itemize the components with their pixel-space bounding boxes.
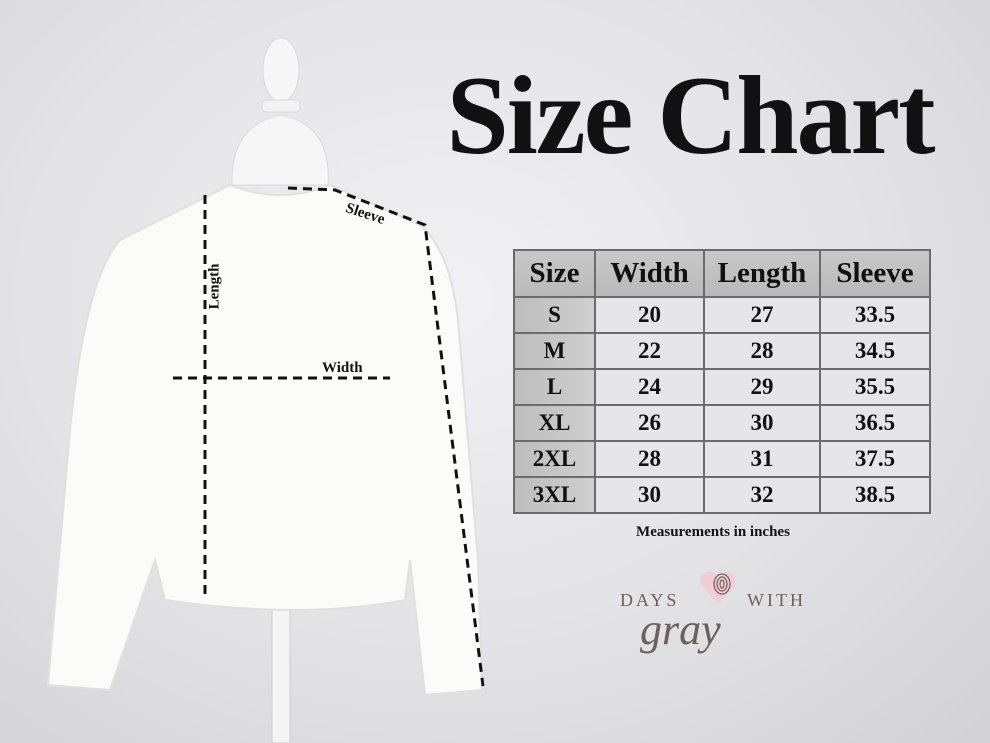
column-header: Length [703, 249, 821, 298]
table-cell: 34.5 [819, 332, 931, 370]
table-cell: L [513, 368, 596, 406]
logo-gray: gray [640, 605, 721, 654]
table-cell: 30 [703, 404, 821, 442]
table-cell: 33.5 [819, 296, 931, 334]
table-cell: 27 [703, 296, 821, 334]
table-row: L 24 29 35.5 [513, 368, 931, 406]
column-header: Width [594, 249, 705, 298]
table-header: Size Width Length Sleeve [513, 249, 931, 298]
measurement-note: Measurements in inches [636, 524, 790, 540]
logo-with: WITH [747, 590, 806, 610]
table-cell: 20 [594, 296, 705, 334]
table-cell: 37.5 [819, 440, 931, 478]
table-cell: 32 [703, 476, 821, 514]
sleeve-measure-line [287, 186, 485, 687]
fingerprint-heart-icon [700, 571, 736, 604]
mannequin-neck [231, 114, 329, 186]
column-header: Size [513, 249, 596, 298]
page-title: Size Chart [446, 54, 935, 178]
table-cell: 24 [594, 368, 705, 406]
table-cell: 26 [594, 404, 705, 442]
table-cell: 28 [594, 440, 705, 478]
logo-days: DAYS [620, 590, 680, 610]
table-cell: S [513, 296, 596, 334]
table-cell: 36.5 [819, 404, 931, 442]
table-cell: 38.5 [819, 476, 931, 514]
mannequin-stand [271, 599, 291, 743]
table-cell: 3XL [513, 476, 596, 514]
table-row: S 20 27 33.5 [513, 296, 931, 334]
table-cell: M [513, 332, 596, 370]
table-cell: 31 [703, 440, 821, 478]
table-row: 2XL 28 31 37.5 [513, 440, 931, 478]
table-cell: XL [513, 404, 596, 442]
table-cell: 30 [594, 476, 705, 514]
sweatshirt [46, 183, 484, 697]
table-row: M 22 28 34.5 [513, 332, 931, 370]
table-row: XL 26 30 36.5 [513, 404, 931, 442]
length-label: Length [206, 263, 223, 310]
table-cell: 28 [703, 332, 821, 370]
table-row: 3XL 30 32 38.5 [513, 476, 931, 514]
table-cell: 22 [594, 332, 705, 370]
mannequin-finial [262, 37, 300, 103]
table-cell: 35.5 [819, 368, 931, 406]
table-cell: 29 [703, 368, 821, 406]
width-label: Width [322, 360, 363, 376]
size-table: Size Width Length Sleeve S 20 27 33.5 M 22 28 3… [513, 249, 931, 514]
column-header: Sleeve [819, 249, 931, 298]
brand-logo: DAYS WITH gray [610, 568, 810, 668]
table-cell: 2XL [513, 440, 596, 478]
